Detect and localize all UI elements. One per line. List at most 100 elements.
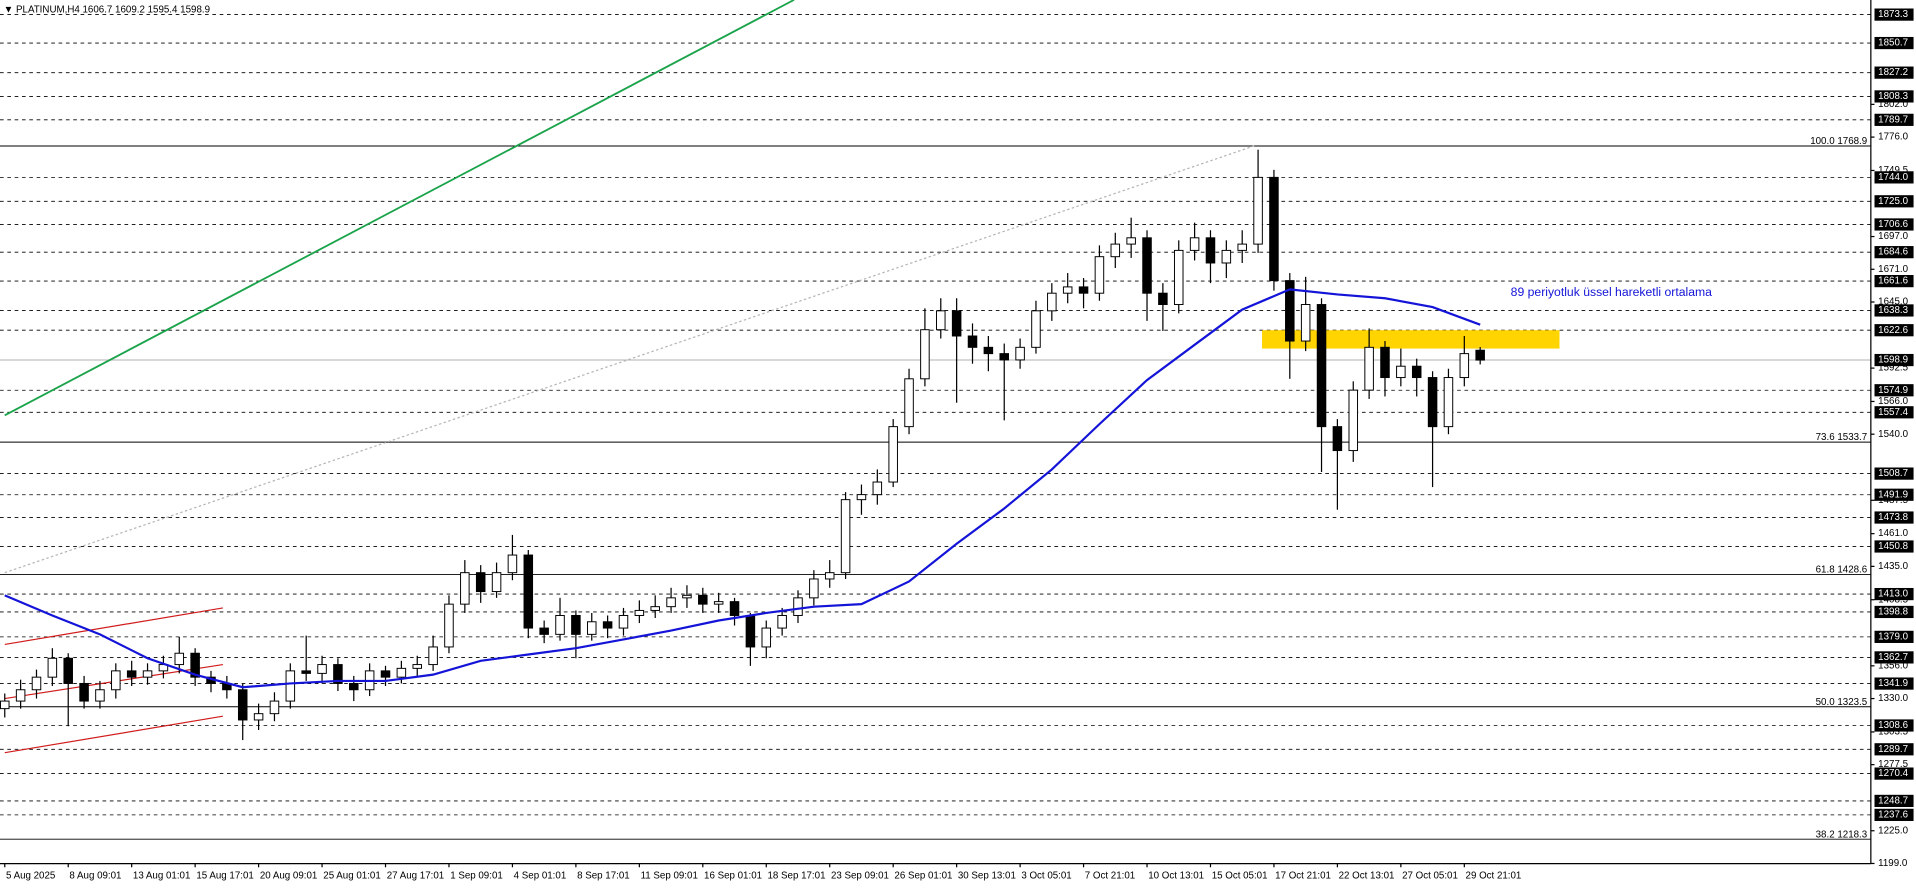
level-label: 1638.3 — [1878, 305, 1908, 316]
candle-body — [602, 621, 613, 629]
candle-body — [698, 594, 708, 605]
candle-body — [1062, 286, 1073, 294]
x-tick-label: 20 Aug 09:01 — [260, 870, 317, 881]
candle-body — [1237, 243, 1247, 251]
level-label: 1557.4 — [1878, 407, 1908, 418]
candle-body — [682, 594, 692, 599]
level-label: 1622.6 — [1878, 325, 1908, 336]
level-label-box — [1874, 677, 1914, 690]
ma-annotation: 89 periyotluk üssel hareketli ortalama — [1511, 285, 1712, 299]
x-tick-label: 26 Sep 01:01 — [894, 870, 952, 881]
header-close: 1598.9 — [180, 4, 210, 15]
candle-body — [79, 682, 89, 702]
candle-body — [460, 572, 470, 605]
candle-body — [1031, 310, 1041, 348]
trendline — [4, 607, 223, 646]
x-tick-label: 4 Sep 01:01 — [514, 870, 567, 881]
level-label-box — [1874, 511, 1914, 524]
level-label-box — [1874, 304, 1914, 317]
level-label: 1398.8 — [1878, 607, 1908, 618]
x-tick-label: 13 Aug 01:01 — [133, 870, 190, 881]
level-label: 1574.9 — [1878, 385, 1908, 396]
x-tick-label: 3 Oct 05:01 — [1021, 870, 1071, 881]
level-label: 1706.6 — [1878, 219, 1908, 230]
candle-body — [999, 353, 1009, 361]
level-label-box — [1874, 384, 1914, 397]
level-label: 1508.7 — [1878, 468, 1908, 479]
candle-body — [713, 601, 724, 605]
candle-body — [650, 606, 660, 611]
candle-body — [920, 329, 930, 380]
level-label-box — [1874, 488, 1914, 501]
x-tick-label: 10 Oct 13:01 — [1148, 870, 1204, 881]
candle-body — [967, 335, 978, 348]
level-label: 1661.6 — [1878, 276, 1908, 287]
candle-body — [1158, 292, 1168, 306]
y-tick-label: 1671.0 — [1878, 264, 1908, 275]
candle-body — [412, 664, 423, 669]
level-label-box — [1874, 467, 1914, 480]
y-tick-label: 1749.5 — [1878, 165, 1908, 176]
x-tick-label: 18 Sep 17:01 — [767, 870, 825, 881]
fib-price: 1323.5 — [1837, 696, 1867, 707]
level-label-box — [1874, 324, 1914, 337]
x-tick-label: 15 Aug 17:01 — [196, 870, 253, 881]
x-tick-label: 29 Oct 21:01 — [1466, 870, 1522, 881]
candle-body — [1300, 304, 1311, 342]
header-icon: ▼ — [4, 4, 16, 15]
candle-body — [523, 554, 534, 629]
level-label-box — [1874, 66, 1914, 79]
candle-body — [1396, 365, 1406, 379]
x-tick-label: 27 Aug 17:01 — [387, 870, 444, 881]
x-tick-label: 1 Sep 09:01 — [450, 870, 503, 881]
level-label-box — [1874, 195, 1914, 208]
fib-price: 1768.9 — [1837, 136, 1867, 147]
fib-price: 1218.3 — [1837, 829, 1867, 840]
candle-body — [174, 652, 185, 666]
trendline — [4, 715, 223, 754]
candle-body — [15, 689, 26, 702]
candle-body — [0, 700, 10, 710]
candle-body — [586, 621, 597, 635]
y-tick-label: 1435.0 — [1878, 561, 1908, 572]
level-label: 1289.7 — [1878, 744, 1908, 755]
candle-body — [1348, 389, 1359, 452]
candle-body — [1110, 243, 1121, 258]
level-label: 1744.0 — [1878, 172, 1908, 183]
level-label: 1684.6 — [1878, 247, 1908, 258]
level-label: 1808.3 — [1878, 91, 1908, 102]
candle-body — [809, 578, 819, 599]
y-tick-label: 1645.0 — [1878, 297, 1908, 308]
level-label-box — [1874, 90, 1914, 103]
symbol: PLATINUM,H4 — [16, 4, 80, 15]
candle-body — [1411, 365, 1422, 379]
y-tick-label: 1802.0 — [1878, 99, 1908, 110]
header: ▼ PLATINUM,H4 1606.7 1609.2 1595.4 1598.… — [4, 4, 210, 15]
level-label: 1248.7 — [1878, 795, 1908, 806]
candle-body — [983, 346, 994, 355]
candle-body — [1078, 286, 1089, 294]
level-label-box — [1874, 651, 1914, 664]
candle-body — [1189, 237, 1200, 251]
candle-body — [126, 670, 137, 678]
level-label-box — [1874, 406, 1914, 419]
candle-body — [1221, 249, 1232, 264]
candle-body — [444, 603, 454, 648]
candle-body — [1427, 377, 1438, 428]
zone — [1262, 330, 1560, 349]
x-tick-label: 23 Sep 09:01 — [831, 870, 889, 881]
fib-level: 38.2 — [1816, 829, 1835, 840]
level-label-box — [1874, 743, 1914, 756]
y-tick-label: 1697.0 — [1878, 231, 1908, 242]
x-tick-label: 22 Oct 13:01 — [1339, 870, 1395, 881]
header-low: 1595.4 — [148, 4, 178, 15]
candle-body — [824, 572, 835, 580]
axis-layer: 1802.0 1776.0 1749.5 1697.0 1671.0 1645.0 1592… — [4, 8, 1914, 881]
fib-price: 1533.7 — [1837, 432, 1867, 443]
x-tick-label: 5 Aug 2025 — [6, 870, 56, 881]
level-label-box — [1874, 275, 1914, 288]
candle-body — [1142, 237, 1152, 294]
y-tick-label: 1776.0 — [1878, 132, 1908, 143]
candle-body — [571, 614, 581, 635]
